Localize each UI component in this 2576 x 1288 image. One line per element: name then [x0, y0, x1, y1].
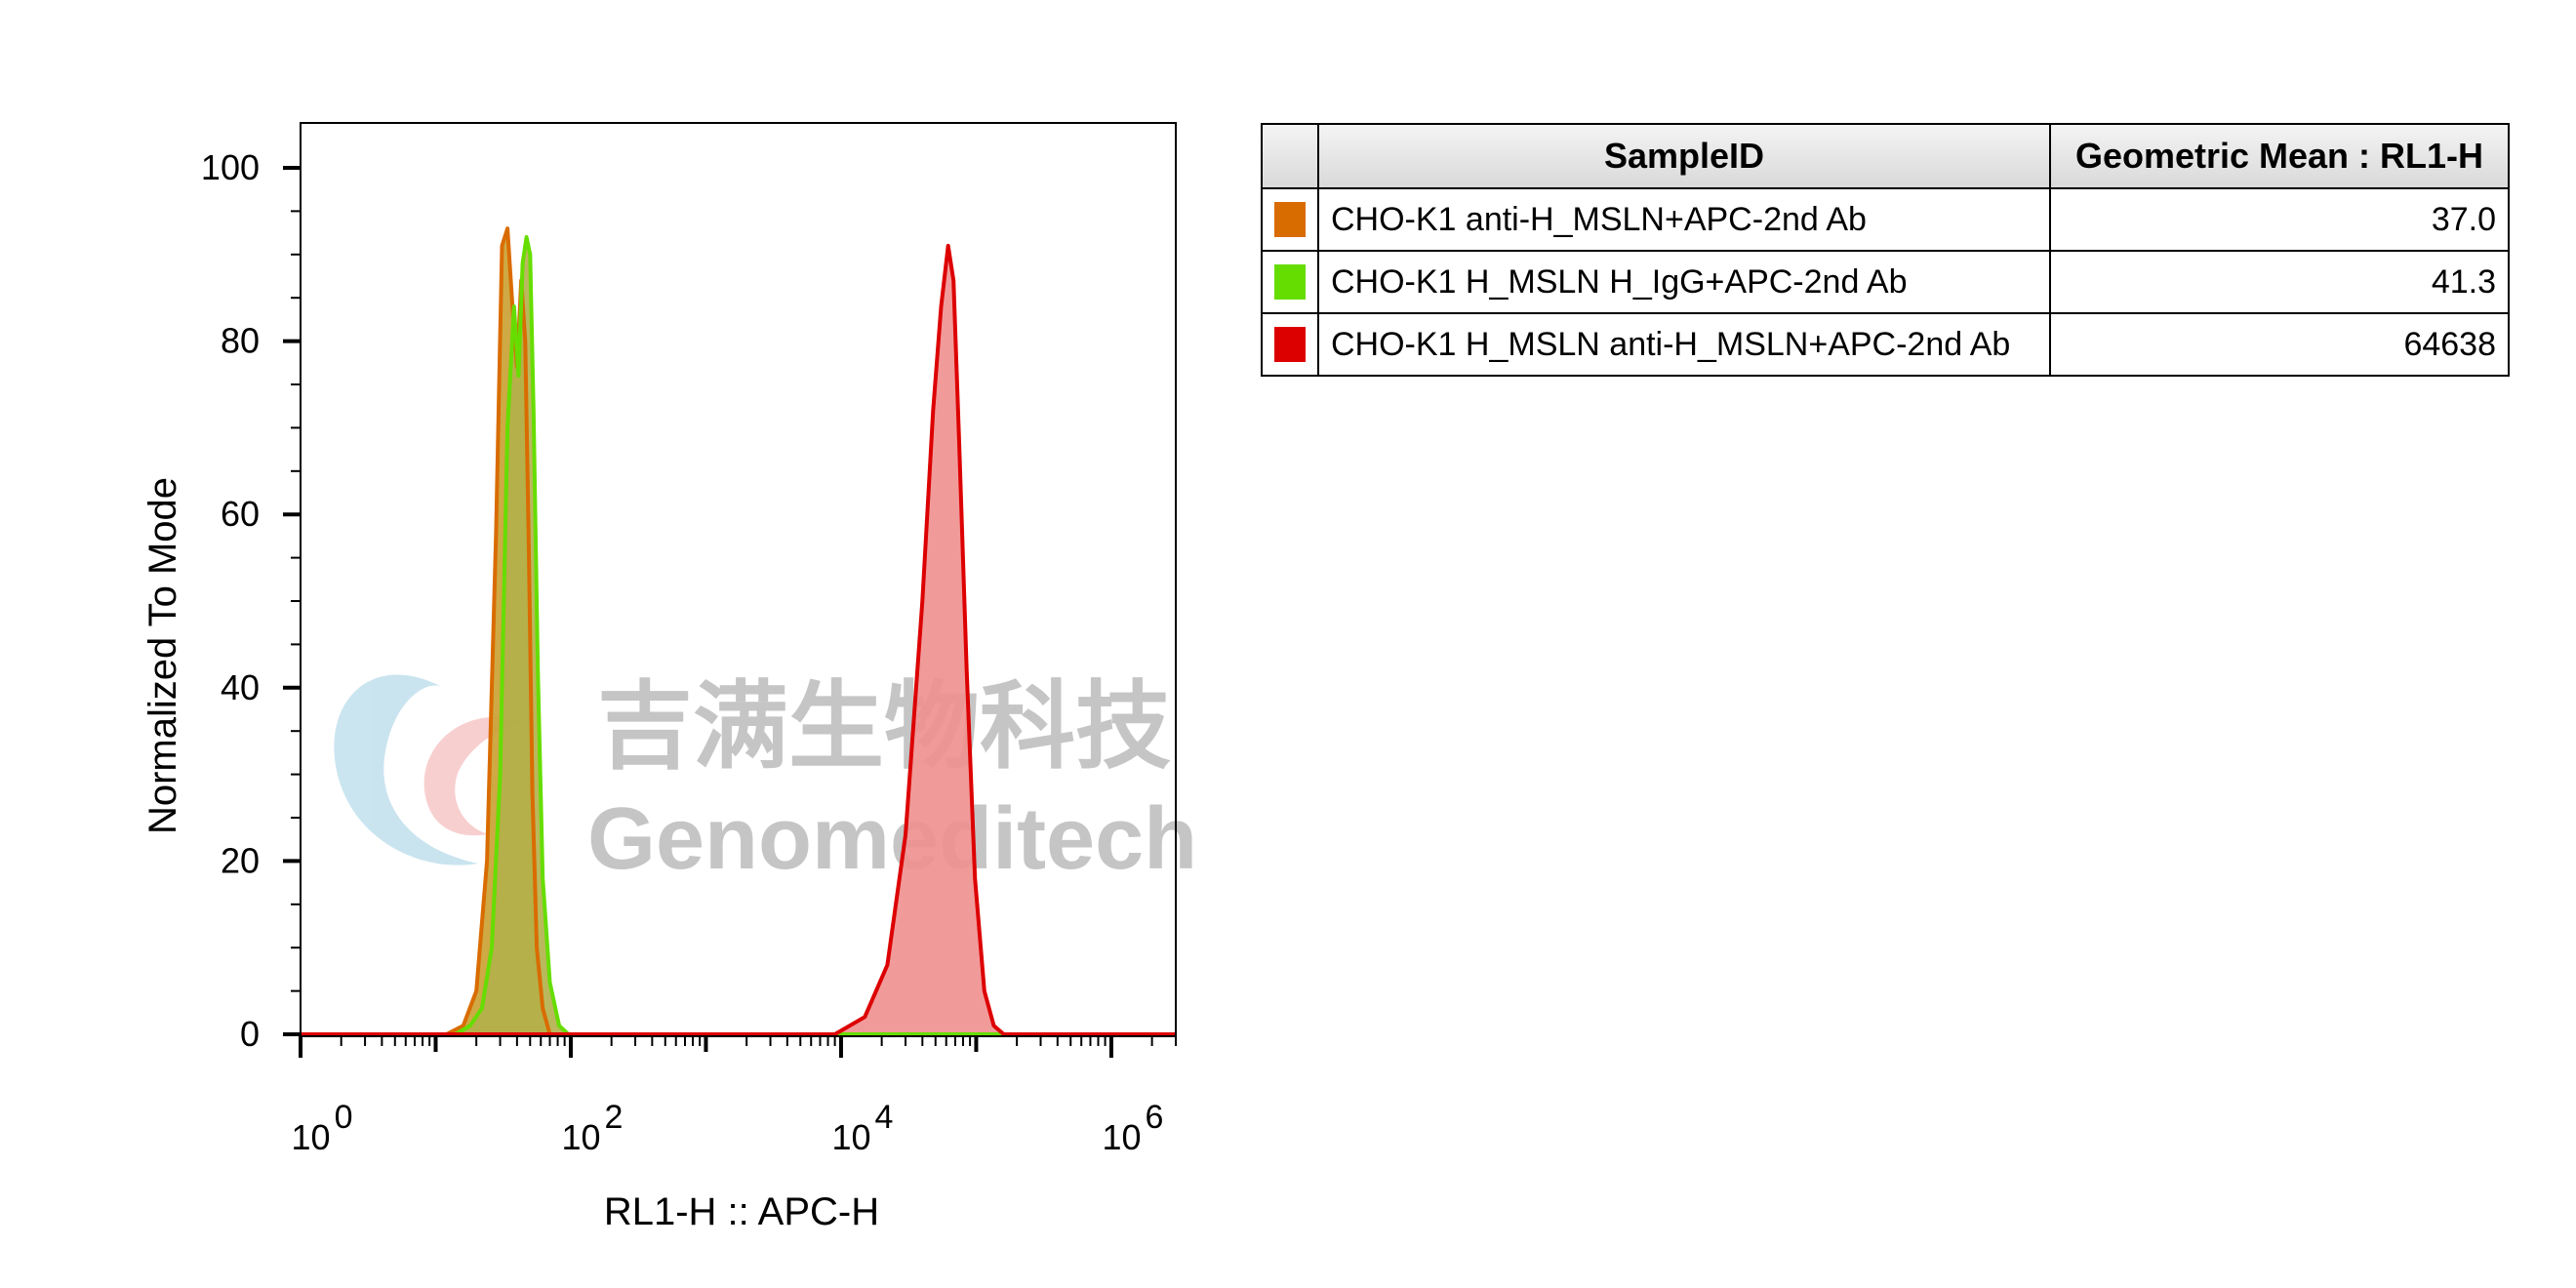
legend-row: CHO-K1 H_MSLN anti-H_MSLN+APC-2nd Ab 646… [1261, 312, 2510, 377]
watermark-logo-icon [334, 674, 527, 865]
histogram-line-series-2 [301, 243, 1176, 1036]
legend-geometric-mean: 37.0 [2049, 187, 2510, 252]
y-tick-label: 20 [221, 840, 260, 880]
y-tick-label: 80 [221, 321, 260, 361]
watermark-en-text: Genomeditech [587, 790, 1197, 888]
legend-sample-name: CHO-K1 anti-H_MSLN+APC-2nd Ab [1317, 187, 2051, 252]
legend-geometric-mean: 64638 [2049, 312, 2510, 377]
x-tick-label: 10 6 [1102, 1099, 1163, 1157]
y-tick-label: 60 [221, 494, 260, 534]
plot-layer [301, 226, 1176, 1036]
legend-header-row: SampleID Geometric Mean : RL1-H [1261, 123, 2510, 189]
legend-row: CHO-K1 anti-H_MSLN+APC-2nd Ab 37.0 [1261, 187, 2510, 252]
watermark-cn-text: 吉满生物科技 [597, 671, 1171, 783]
legend-row: CHO-K1 H_MSLN H_IgG+APC-2nd Ab 41.3 [1261, 250, 2510, 314]
legend-swatch [1274, 202, 1306, 237]
x-tick-label: 10 0 [292, 1099, 353, 1157]
legend-swatch [1274, 327, 1306, 362]
axes-layer: 0 20 40 60 80 100 10 0 10 2 10 4 10 6 [201, 122, 1177, 1157]
header-sample-id: SampleID [1317, 123, 2051, 189]
x-tick-label: 10 2 [561, 1099, 623, 1157]
y-axis-title: Normalized To Mode [141, 477, 184, 834]
histogram-line-series-0 [301, 226, 1176, 1036]
x-axis-title: RL1-H :: APC-H [604, 1190, 879, 1233]
y-tick-label: 40 [221, 667, 260, 707]
histogram-fill-series-1 [301, 237, 1176, 1034]
plot-frame [300, 122, 1177, 1037]
histogram-fill-series-2 [301, 245, 1176, 1034]
legend-swatch [1274, 264, 1306, 300]
x-tick-label: 10 4 [831, 1099, 893, 1157]
legend-sample-name: CHO-K1 H_MSLN anti-H_MSLN+APC-2nd Ab [1317, 312, 2051, 377]
legend-sample-name: CHO-K1 H_MSLN H_IgG+APC-2nd Ab [1317, 250, 2051, 314]
header-swatch-cell [1261, 123, 1319, 189]
legend-geometric-mean: 41.3 [2049, 250, 2510, 314]
y-tick-label: 100 [201, 147, 260, 187]
histogram-line-series-1 [301, 235, 1176, 1036]
header-geometric-mean: Geometric Mean : RL1-H [2049, 123, 2510, 189]
y-tick-label: 0 [240, 1014, 260, 1054]
watermark: 吉满生物科技 Genomeditech [334, 671, 1197, 888]
legend-table: SampleID Geometric Mean : RL1-H CHO-K1 a… [1261, 123, 2510, 377]
histogram-fill-series-0 [301, 228, 1176, 1034]
